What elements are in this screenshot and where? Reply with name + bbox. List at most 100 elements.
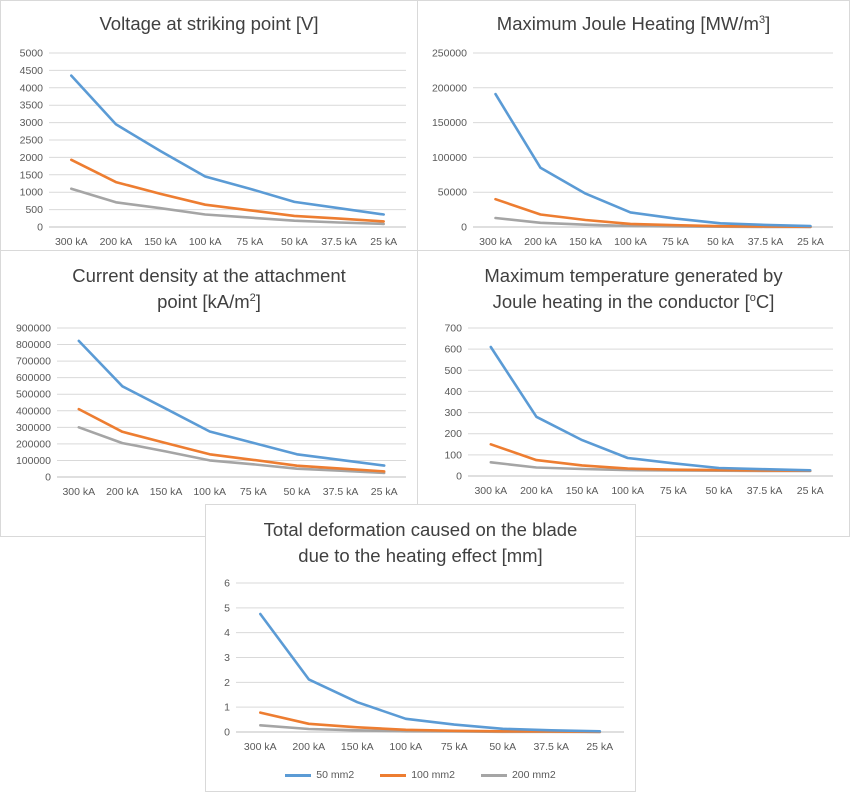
y-tick-label: 6	[224, 578, 230, 590]
x-tick-label: 37.5 kA	[323, 486, 359, 498]
y-tick-label: 0	[461, 222, 467, 234]
x-tick-label: 200 kA	[524, 236, 557, 248]
series-line-100mm2	[494, 197, 812, 229]
chart-title-line2: point [kA/m2]	[1, 289, 417, 315]
x-tick-label: 150 kA	[569, 236, 602, 248]
y-tick-label: 4	[224, 627, 230, 639]
legend-swatch	[380, 773, 407, 777]
y-tick-label: 500	[25, 204, 43, 216]
x-tick-label: 25 kA	[370, 236, 397, 248]
chart-title-line2-text: point [kA/m	[157, 291, 250, 312]
x-tick-label: 25 kA	[797, 236, 824, 248]
x-tick-label: 100 kA	[611, 485, 644, 497]
max-temperature-chart: 0 100 200 300 400 500 600 700 300 kA 200 kA 150 kA…	[444, 323, 833, 497]
chart-title-text: Maximum Joule Heating [MW/m	[496, 13, 759, 34]
y-tick-label: 4000	[20, 82, 44, 94]
chart-panel-voltage: Voltage at striking point [V] 0 500 1000 15…	[0, 0, 418, 251]
legend-item-100mm2: 100 mm2	[380, 769, 455, 781]
x-tick-label: 200 kA	[100, 236, 133, 248]
series-line-50mm2	[77, 339, 386, 467]
series-line-100mm2	[70, 158, 386, 223]
chart-title-line2-text: Joule heating in the conductor [	[492, 291, 750, 312]
series-line-200mm2	[70, 187, 386, 226]
x-tick-label: 150 kA	[341, 741, 374, 753]
y-tick-label: 2000	[20, 152, 44, 164]
series-line-50mm2	[258, 612, 602, 733]
x-tick-label: 100 kA	[614, 236, 647, 248]
y-tick-label: 200000	[432, 82, 467, 94]
chart-title: Maximum temperature generated by Joule h…	[418, 263, 849, 315]
series-line-100mm2	[489, 443, 812, 472]
chart-legend: 50 mm2 100 mm2 200 mm2	[206, 769, 635, 781]
x-tick-label: 300 kA	[62, 486, 95, 498]
x-tick-label: 50 kA	[284, 486, 311, 498]
x-tick-label: 37.5 kA	[748, 236, 784, 248]
y-tick-label: 0	[45, 472, 51, 484]
chart-title-text: Voltage at striking point [V]	[99, 13, 319, 34]
x-tick-label: 37.5 kA	[321, 236, 357, 248]
y-tick-label: 1000	[20, 187, 44, 199]
x-tick-label: 25 kA	[586, 741, 613, 753]
y-tick-label: 2	[224, 677, 230, 689]
x-tick-label: 100 kA	[193, 486, 226, 498]
legend-label: 100 mm2	[411, 769, 455, 781]
series-line-50mm2	[489, 345, 812, 472]
chart-title: Total deformation caused on the blade du…	[206, 517, 635, 569]
y-tick-label: 400	[444, 386, 462, 398]
y-tick-label: 0	[456, 471, 462, 483]
y-tick-label: 800000	[16, 339, 51, 351]
y-tick-label: 150000	[432, 117, 467, 129]
x-tick-label: 50 kA	[706, 485, 733, 497]
chart-title: Current density at the attachment point …	[1, 263, 417, 315]
x-tick-label: 25 kA	[797, 485, 824, 497]
x-tick-label: 200 kA	[292, 741, 325, 753]
x-tick-label: 75 kA	[662, 236, 689, 248]
joule-heating-chart: 0 50000 100000 150000 200000 250000 300 kA 200 …	[432, 48, 833, 248]
y-tick-label: 5	[224, 602, 230, 614]
y-tick-label: 500	[444, 365, 462, 377]
y-tick-label: 100	[444, 449, 462, 461]
chart-panel-deformation: Total deformation caused on the blade du…	[205, 504, 636, 792]
x-tick-label: 25 kA	[371, 486, 398, 498]
y-tick-label: 4500	[20, 65, 44, 77]
y-tick-label: 600000	[16, 372, 51, 384]
legend-swatch	[480, 773, 507, 777]
chart-panel-current-density: Current density at the attachment point …	[0, 250, 418, 537]
legend-swatch	[285, 773, 312, 777]
y-tick-label: 400000	[16, 405, 51, 417]
legend-label: 50 mm2	[316, 769, 355, 781]
y-tick-label: 300000	[16, 422, 51, 434]
chart-panel-joule-heating: Maximum Joule Heating [MW/m3] 0 50000 1000…	[417, 0, 850, 251]
chart-title-tail: C]	[755, 291, 775, 312]
y-tick-label: 0	[224, 727, 230, 739]
deformation-chart: 0 1 2 3 4 5 6 300 kA 200 kA 150 kA 100 kA 75 kA 50 k…	[224, 578, 624, 753]
y-tick-label: 500000	[16, 389, 51, 401]
chart-title-line2: Joule heating in the conductor [oC]	[418, 289, 849, 315]
x-tick-label: 50 kA	[707, 236, 734, 248]
y-tick-label: 700000	[16, 356, 51, 368]
y-tick-label: 1500	[20, 169, 44, 181]
x-tick-label: 37.5 kA	[533, 741, 569, 753]
y-tick-label: 3500	[20, 100, 44, 112]
x-tick-label: 300 kA	[244, 741, 277, 753]
x-tick-label: 75 kA	[660, 485, 687, 497]
chart-title-line1: Maximum temperature generated by	[484, 265, 783, 286]
y-tick-label: 100000	[432, 152, 467, 164]
chart-title-sup: o	[749, 291, 756, 304]
chart-title: Maximum Joule Heating [MW/m3]	[418, 11, 849, 37]
voltage-chart: 0 500 1000 1500 2000 2500 3000 3500 4000 4500 5000…	[20, 48, 406, 248]
x-tick-label: 150 kA	[144, 236, 177, 248]
legend-item-50mm2: 50 mm2	[285, 769, 354, 781]
chart-title-line1: Current density at the attachment	[72, 265, 346, 286]
y-tick-label: 3000	[20, 117, 44, 129]
legend-item-200mm2: 200 mm2	[480, 769, 556, 781]
y-tick-label: 50000	[438, 187, 467, 199]
chart-title: Voltage at striking point [V]	[1, 11, 417, 37]
chart-title-sup: 3	[758, 13, 766, 26]
x-tick-label: 37.5 kA	[747, 485, 783, 497]
y-tick-label: 0	[37, 222, 43, 234]
chart-panel-max-temperature: Maximum temperature generated by Joule h…	[417, 250, 850, 537]
x-tick-label: 300 kA	[479, 236, 512, 248]
y-tick-label: 300	[444, 407, 462, 419]
chart-title-tail: ]	[765, 13, 771, 34]
